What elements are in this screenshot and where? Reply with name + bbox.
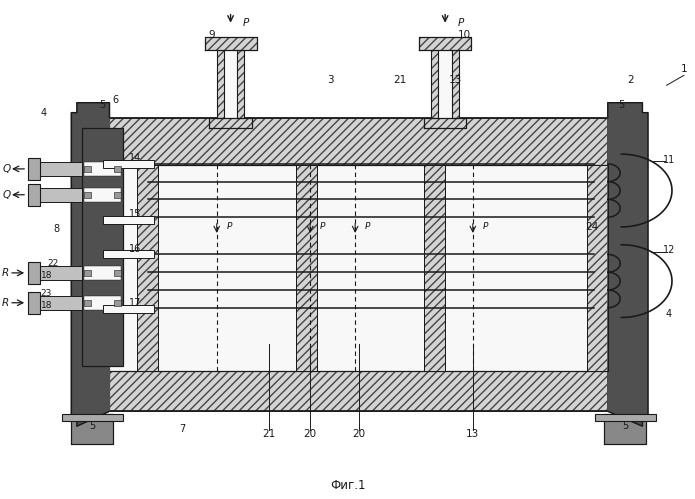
Bar — [425, 165, 445, 371]
Bar — [62, 414, 122, 421]
Text: 13: 13 — [466, 429, 480, 439]
Text: 4: 4 — [40, 108, 47, 118]
Bar — [82, 128, 123, 366]
Text: 20: 20 — [304, 429, 317, 439]
Bar — [40, 296, 82, 310]
Text: 18: 18 — [41, 301, 52, 310]
Text: P: P — [320, 223, 325, 232]
Bar — [84, 296, 121, 310]
Bar — [204, 36, 256, 50]
Text: 6: 6 — [112, 95, 118, 105]
Text: 23: 23 — [40, 289, 51, 298]
Bar — [217, 50, 224, 118]
Polygon shape — [608, 103, 648, 426]
Text: P: P — [365, 223, 370, 232]
Text: 13: 13 — [449, 75, 462, 85]
Bar — [209, 118, 252, 128]
Bar — [84, 188, 121, 202]
Bar — [296, 165, 317, 371]
Text: R: R — [1, 268, 8, 278]
Bar — [114, 270, 121, 276]
Bar — [114, 166, 121, 172]
Text: 2: 2 — [628, 75, 634, 85]
Bar — [72, 414, 113, 444]
Bar — [103, 305, 154, 313]
Bar — [28, 158, 40, 180]
Bar — [40, 266, 82, 280]
Text: 20: 20 — [352, 429, 365, 439]
Text: 14: 14 — [129, 153, 141, 163]
Bar — [84, 192, 91, 198]
Bar — [114, 192, 121, 198]
Bar — [452, 50, 459, 118]
Text: 7: 7 — [179, 424, 186, 434]
Text: 3: 3 — [327, 75, 334, 85]
Text: 15: 15 — [129, 209, 141, 219]
Text: 18: 18 — [41, 271, 52, 280]
Polygon shape — [72, 103, 109, 426]
Text: R: R — [1, 298, 8, 308]
Bar — [28, 292, 40, 314]
Text: 22: 22 — [47, 259, 58, 268]
Bar — [103, 216, 154, 224]
Text: 8: 8 — [53, 224, 59, 234]
Text: 24: 24 — [585, 222, 598, 232]
Text: P: P — [482, 223, 488, 232]
Text: 21: 21 — [262, 429, 275, 439]
Bar — [109, 371, 608, 411]
Text: Q: Q — [2, 190, 10, 200]
Bar — [224, 50, 238, 118]
Text: 10: 10 — [458, 29, 471, 39]
Text: 12: 12 — [662, 246, 675, 255]
Text: P: P — [227, 223, 232, 232]
Bar — [595, 414, 655, 421]
Text: 5: 5 — [622, 421, 628, 431]
Bar — [84, 270, 91, 276]
Bar — [109, 118, 608, 165]
Bar — [605, 414, 646, 444]
Bar — [137, 165, 158, 371]
Text: 5: 5 — [99, 100, 106, 110]
Bar — [424, 118, 466, 128]
Bar — [103, 250, 154, 258]
Bar — [587, 165, 608, 371]
Text: P: P — [243, 18, 249, 28]
Text: 4: 4 — [666, 309, 672, 319]
Bar — [84, 162, 121, 176]
Text: 16: 16 — [129, 244, 141, 253]
Text: 5: 5 — [89, 421, 95, 431]
Text: Фиг.1: Фиг.1 — [331, 480, 366, 493]
Bar — [84, 300, 91, 306]
Bar — [114, 300, 121, 306]
Text: 17: 17 — [129, 298, 141, 308]
Bar — [40, 162, 82, 176]
Bar — [84, 166, 91, 172]
Text: 1: 1 — [680, 64, 687, 74]
Text: 21: 21 — [393, 75, 406, 85]
Text: 9: 9 — [208, 29, 215, 39]
Bar — [439, 50, 452, 118]
Bar — [40, 188, 82, 202]
Text: 5: 5 — [619, 100, 625, 110]
Text: Q: Q — [2, 164, 10, 174]
Bar — [109, 165, 608, 371]
Bar — [103, 160, 154, 168]
Text: P: P — [457, 18, 464, 28]
Bar — [28, 184, 40, 206]
Bar — [419, 36, 471, 50]
Bar — [28, 262, 40, 284]
Bar — [84, 266, 121, 280]
Bar — [238, 50, 245, 118]
Bar — [432, 50, 439, 118]
Text: 11: 11 — [662, 155, 675, 165]
